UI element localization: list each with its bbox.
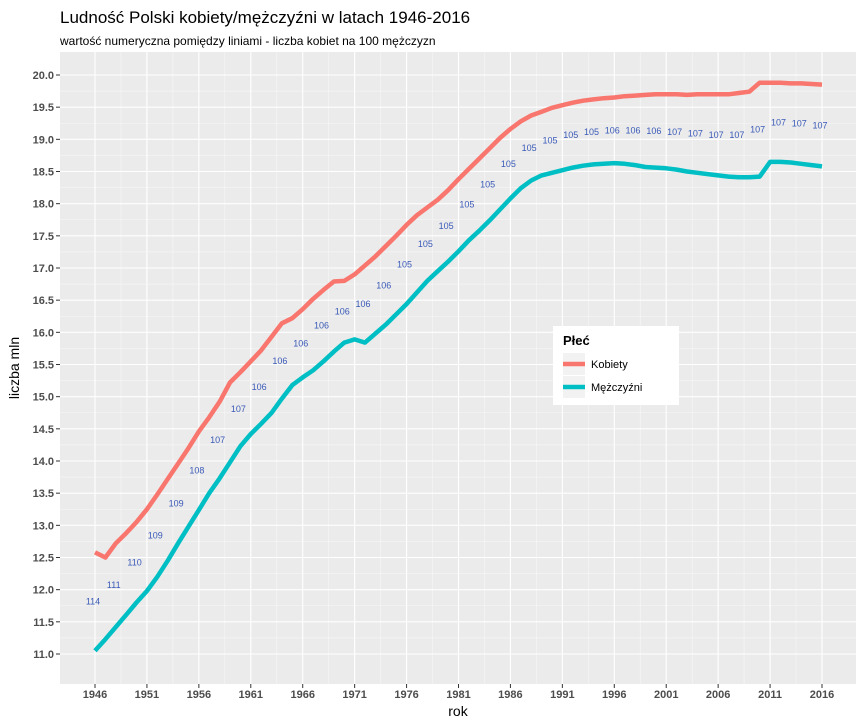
x-tick-label: 2001 [654,689,678,701]
ratio-label: 107 [771,117,786,127]
x-tick-label: 1991 [550,689,574,701]
ratio-label: 106 [252,382,267,392]
x-axis-title: rok [448,703,468,719]
ratio-label: 107 [667,127,682,137]
x-tick-label: 2016 [810,689,834,701]
ratio-label: 107 [792,119,807,129]
x-tick-label: 1961 [239,689,263,701]
x-tick-label: 1976 [394,689,418,701]
y-axis: 11.0 11.5 12.0 12.5 13.0 13.5 14.0 14.5 15.0 15.5… [33,70,60,661]
y-tick-label: 13.0 [33,520,54,532]
ratio-label: 105 [522,143,537,153]
ratio-label: 107 [231,404,246,414]
ratio-label: 106 [314,321,329,331]
ratio-label: 105 [418,239,433,249]
ratio-label: 109 [169,498,184,508]
y-tick-label: 19.5 [33,102,54,114]
y-tick-label: 16.0 [33,327,54,339]
x-tick-label: 1986 [498,689,522,701]
ratio-label: 114 [86,597,100,607]
ratio-label: 107 [709,130,724,140]
chart-subtitle: wartość numeryczna pomiędzy liniami - li… [59,34,436,48]
ratio-label: 106 [605,125,620,135]
y-tick-label: 17.0 [33,263,54,275]
y-axis-title: liczba mln [6,337,22,399]
x-tick-label: 1966 [290,689,314,701]
ratio-label: 105 [563,130,578,140]
y-tick-label: 12.5 [33,553,54,565]
x-tick-label: 1956 [187,689,211,701]
legend: Płeć Kobiety Mężczyźni [553,326,679,405]
y-tick-label: 18.5 [33,167,54,179]
ratio-label: 105 [480,179,495,189]
y-tick-label: 12.0 [33,585,54,597]
gridlines [60,52,856,684]
y-tick-label: 20.0 [33,70,54,82]
chart-title: Ludność Polski kobiety/mężczyźni w latac… [60,8,470,27]
ratio-label: 106 [356,299,371,309]
ratio-label: 105 [397,259,412,269]
ratio-label: 106 [646,126,661,136]
y-tick-label: 14.0 [33,456,54,468]
y-tick-label: 13.5 [33,488,54,500]
x-tick-label: 1951 [135,689,159,701]
ratio-label: 107 [210,435,225,445]
series-line-kobiety [94,80,823,560]
ratio-label: 107 [750,125,765,135]
legend-title: Płeć [563,333,590,348]
ratio-label: 107 [688,129,703,139]
x-tick-label: 2011 [758,689,782,701]
ratio-label: 106 [272,356,287,366]
y-tick-label: 15.5 [33,360,54,372]
ratio-label: 105 [584,127,599,137]
ratio-label: 105 [542,135,557,145]
y-tick-label: 14.5 [33,424,54,436]
ratio-label: 105 [501,159,516,169]
x-tick-label: 1971 [342,689,366,701]
ratio-label: 107 [729,130,744,140]
legend-label-mezczyzni: Mężczyźni [591,382,642,394]
x-axis: 1946 1951 1956 1961 1966 1971 1976 1981 1986 1991… [83,684,834,701]
y-tick-label: 11.0 [33,649,54,661]
ratio-label: 106 [293,338,308,348]
ratio-label: 110 [127,557,141,567]
y-tick-label: 18.0 [33,199,54,211]
legend-label-kobiety: Kobiety [591,359,628,371]
y-tick-label: 11.5 [33,617,54,629]
y-tick-label: 16.5 [33,295,54,307]
ratio-label: 106 [376,280,391,290]
ratio-label: 111 [107,580,121,590]
y-tick-label: 15.0 [33,392,54,404]
x-tick-label: 2006 [706,689,730,701]
ratio-label: 106 [335,307,350,317]
ratio-label: 109 [148,531,163,541]
ratio-labels: 114 111 110 109 109 108 107 107 106 106 106 106 106 1… [86,117,828,606]
ratio-label: 105 [439,221,454,231]
ratio-label: 107 [812,121,827,131]
y-tick-label: 17.5 [33,231,54,243]
x-tick-label: 1946 [83,689,107,701]
ratio-label: 108 [189,466,204,476]
x-tick-label: 1981 [446,689,470,701]
series-line-mezczyzni [93,159,823,653]
x-tick-label: 1996 [602,689,626,701]
ratio-label: 106 [626,125,641,135]
series-lines [93,80,823,653]
y-tick-label: 19.0 [33,134,54,146]
ratio-label: 105 [459,200,474,210]
